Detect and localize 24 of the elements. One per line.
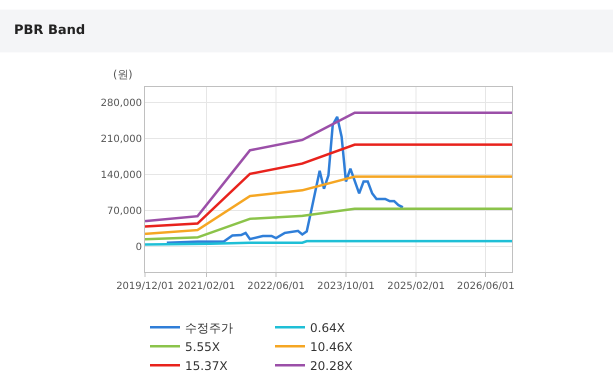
x-tick-label: 2019/12/01 (116, 281, 174, 292)
x-tick-label: 2022/06/01 (247, 281, 305, 292)
legend-label: 10.46X (310, 340, 353, 354)
y-axis-title: (원) (113, 68, 133, 81)
line-series (166, 116, 404, 244)
x-tick-label: 2025/02/01 (387, 281, 445, 292)
y-tick-label: 280,000 (100, 98, 142, 109)
legend-label: 5.55X (185, 340, 220, 354)
line-series (145, 112, 512, 222)
x-tick-label: 2021/02/01 (178, 281, 236, 292)
line-series (145, 175, 512, 236)
y-tick-label: 210,000 (100, 134, 142, 145)
line-series (145, 208, 512, 240)
y-tick-label: 140,000 (100, 170, 142, 181)
chart-title: PBR Band (14, 23, 86, 38)
line-series (145, 143, 512, 228)
legend-label: 20.28X (310, 358, 353, 373)
legend-label: 0.64X (310, 320, 345, 335)
y-tick-label: 0 (136, 242, 142, 253)
x-tick-label: 2026/06/01 (456, 281, 515, 292)
y-tick-label: 70,000 (107, 206, 142, 217)
x-tick-label: 2023/10/01 (317, 281, 375, 292)
legend-label: 15.37X (185, 358, 228, 373)
legend-label: 수정주가 (185, 320, 233, 335)
